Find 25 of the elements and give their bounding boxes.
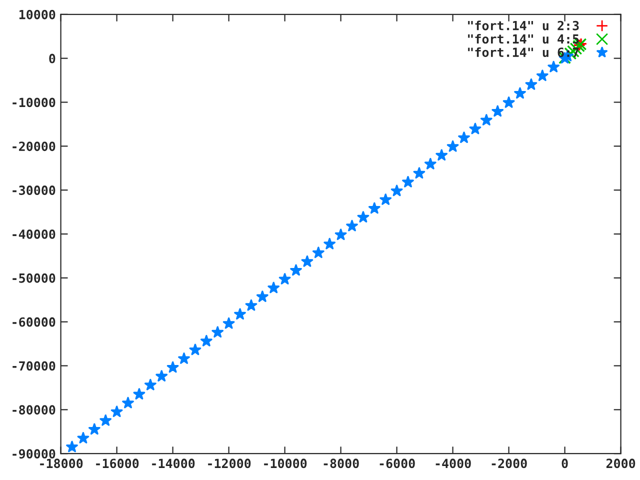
x-tick-label: 0: [562, 458, 568, 468]
x-tick-label: -10000: [264, 458, 307, 468]
y-tick-label: -30000: [12, 186, 56, 196]
y-tick-label: -60000: [12, 317, 56, 327]
legend-label: "fort.14" u 6:7: [468, 47, 579, 58]
y-tick-label: -80000: [12, 405, 56, 415]
y-tick-label: -20000: [12, 142, 56, 152]
legend-label: "fort.14" u 4:5: [468, 34, 579, 44]
y-tick-label: -90000: [12, 449, 56, 459]
x-tick-label: -14000: [152, 458, 195, 468]
y-tick-label: -10000: [12, 98, 56, 108]
y-tick-label: -70000: [12, 361, 56, 371]
y-tick-label: -50000: [12, 273, 56, 283]
x-tick-label: -8000: [324, 458, 359, 468]
x-tick-label: -6000: [380, 458, 415, 468]
x-tick-label: -2000: [492, 458, 527, 468]
x-tick-label: -12000: [208, 458, 251, 468]
x-tick-label: -16000: [96, 458, 139, 468]
y-tick-label: 10000: [19, 10, 56, 20]
y-tick-label: -40000: [12, 229, 56, 239]
x-tick-label: -18000: [40, 458, 83, 468]
x-tick-label: 2000: [606, 458, 636, 468]
legend-label: "fort.14" u 2:3: [468, 20, 579, 30]
x-tick-label: -4000: [436, 458, 471, 468]
y-tick-label: 0: [49, 54, 56, 64]
